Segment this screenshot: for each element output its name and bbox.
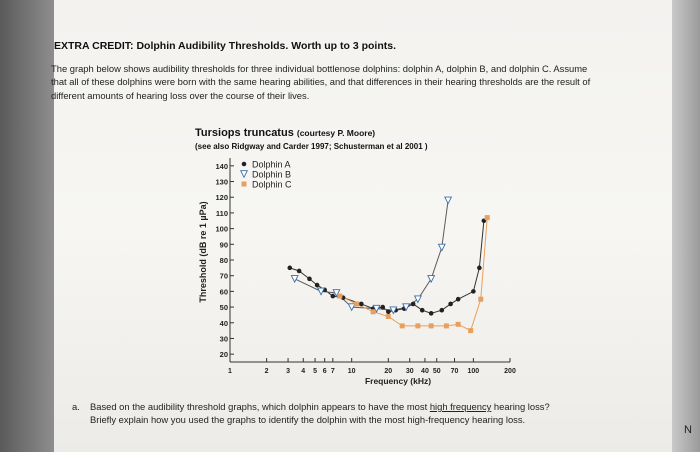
dolphin-c-point	[370, 309, 376, 315]
dolphin-c-point	[354, 301, 360, 307]
dolphin-b-point	[317, 287, 326, 296]
legend-marker-dolphin-b	[239, 170, 249, 179]
dolphin-a-point	[359, 301, 364, 307]
dolphin-b-point	[347, 303, 356, 312]
dolphin-a-point	[471, 289, 476, 294]
chart-title-note: (courtesy P. Moore)	[296, 128, 376, 138]
dolphin-b-point	[413, 295, 422, 304]
y-tick-label: 100	[215, 225, 228, 234]
y-axis-label: Threshold (dB re 1 µPa)	[198, 201, 208, 302]
dolphin-b-point	[402, 303, 411, 312]
series-line-dolphin-a	[289, 220, 485, 314]
dolphin-b-point	[372, 304, 381, 313]
x-tick-label: 30	[406, 368, 414, 375]
dolphin-a-point	[428, 311, 434, 316]
right-page-edge: N	[672, 0, 700, 452]
dolphin-a-point	[314, 282, 320, 288]
left-shadow-edge	[0, 0, 54, 452]
dolphin-c-point	[399, 323, 405, 329]
x-tick-label: 40	[421, 368, 429, 375]
dolphin-b-point	[290, 275, 299, 284]
dolphin-a-point	[330, 293, 336, 299]
dolphin-a-point	[386, 309, 391, 315]
intro-paragraph: The graph below shows audibility thresho…	[51, 63, 591, 101]
dolphin-a-point	[410, 301, 416, 307]
y-tick-label: 120	[215, 193, 228, 202]
question-text-start: Based on the audibility threshold graphs…	[90, 401, 430, 412]
x-tick-label: 70	[451, 368, 459, 375]
dolphin-c-point	[443, 323, 449, 329]
x-tick-label: 200	[504, 368, 516, 375]
x-tick-label: 7	[331, 368, 335, 375]
dolphin-b-point	[427, 275, 436, 284]
dolphin-a-point	[296, 268, 302, 274]
dolphin-a-point	[439, 307, 445, 313]
dolphin-a-point	[448, 301, 453, 307]
dolphin-c-point	[337, 293, 343, 299]
chart-title-species: Tursiops truncatus	[195, 127, 294, 139]
dolphin-c-point	[455, 321, 461, 327]
dolphin-c-point	[484, 215, 490, 221]
question-text: Based on the audibility threshold graphs…	[90, 400, 560, 426]
dolphin-c-point	[428, 323, 434, 329]
worksheet-page	[54, 0, 672, 452]
x-tick-label: 2	[265, 368, 269, 375]
question-label: a.	[72, 401, 80, 412]
y-tick-label: 140	[215, 162, 228, 171]
y-tick-label: 130	[215, 178, 228, 187]
dolphin-b-point	[389, 306, 398, 315]
x-tick-label: 1	[228, 368, 232, 375]
y-tick-label: 80	[220, 256, 228, 265]
extra-credit-heading: EXTRA CREDIT: Dolphin Audibility Thresho…	[54, 40, 397, 52]
dolphin-c-point	[478, 296, 484, 302]
y-tick-label: 70	[220, 272, 228, 281]
dolphin-a-point	[380, 304, 386, 310]
dolphin-c-point	[468, 328, 474, 334]
y-tick-label: 30	[220, 334, 228, 343]
x-tick-label: 20	[384, 368, 392, 375]
chart-title: Tursiops truncatus (courtesy P. Moore)	[195, 127, 375, 139]
series-line-dolphin-c	[339, 217, 488, 332]
legend-label: Dolphin C	[252, 180, 292, 190]
question-underlined: high frequency	[429, 401, 492, 412]
x-tick-label: 100	[468, 368, 480, 375]
dolphin-b-point	[332, 289, 341, 298]
y-tick-label: 110	[216, 209, 228, 218]
y-tick-label: 40	[220, 319, 228, 328]
series-line-dolphin-b	[294, 200, 449, 311]
edge-text: N	[684, 424, 692, 436]
x-tick-label: 5	[313, 368, 317, 375]
dolphin-b-point	[437, 243, 446, 252]
legend-marker-dolphin-a	[241, 161, 247, 167]
y-tick-label: 60	[220, 287, 228, 296]
dolphin-a-point	[455, 296, 461, 302]
x-axis-label: Frequency (kHz)	[365, 376, 431, 386]
dolphin-a-point	[419, 307, 425, 313]
dolphin-a-point	[477, 265, 482, 271]
question-text-end: hearing loss? Briefly explain how you us…	[90, 401, 550, 425]
dolphin-a-point	[307, 276, 312, 282]
x-tick-label: 50	[433, 368, 441, 375]
x-tick-label: 10	[348, 368, 356, 375]
dolphin-b-point	[444, 196, 453, 205]
x-tick-label: 4	[301, 368, 305, 375]
legend-label: Dolphin A	[252, 160, 291, 170]
legend-marker-dolphin-c	[241, 181, 247, 187]
dolphin-c-point	[385, 313, 391, 319]
x-tick-label: 3	[286, 368, 290, 375]
x-tick-label: 6	[323, 368, 327, 375]
legend-label: Dolphin B	[252, 170, 291, 180]
y-tick-label: 90	[220, 240, 228, 249]
y-tick-label: 50	[220, 303, 228, 312]
dolphin-c-point	[415, 323, 421, 329]
audibility-threshold-chart: 20 30 40 50 60 70 80 90 100 110 120 130 140 1 2 3 4 5 6 7 10…	[198, 158, 516, 386]
dolphin-a-point	[287, 265, 293, 271]
chart-subtitle: (see also Ridgway and Carder 1997; Schus…	[195, 142, 428, 151]
y-tick-label: 20	[220, 350, 228, 359]
